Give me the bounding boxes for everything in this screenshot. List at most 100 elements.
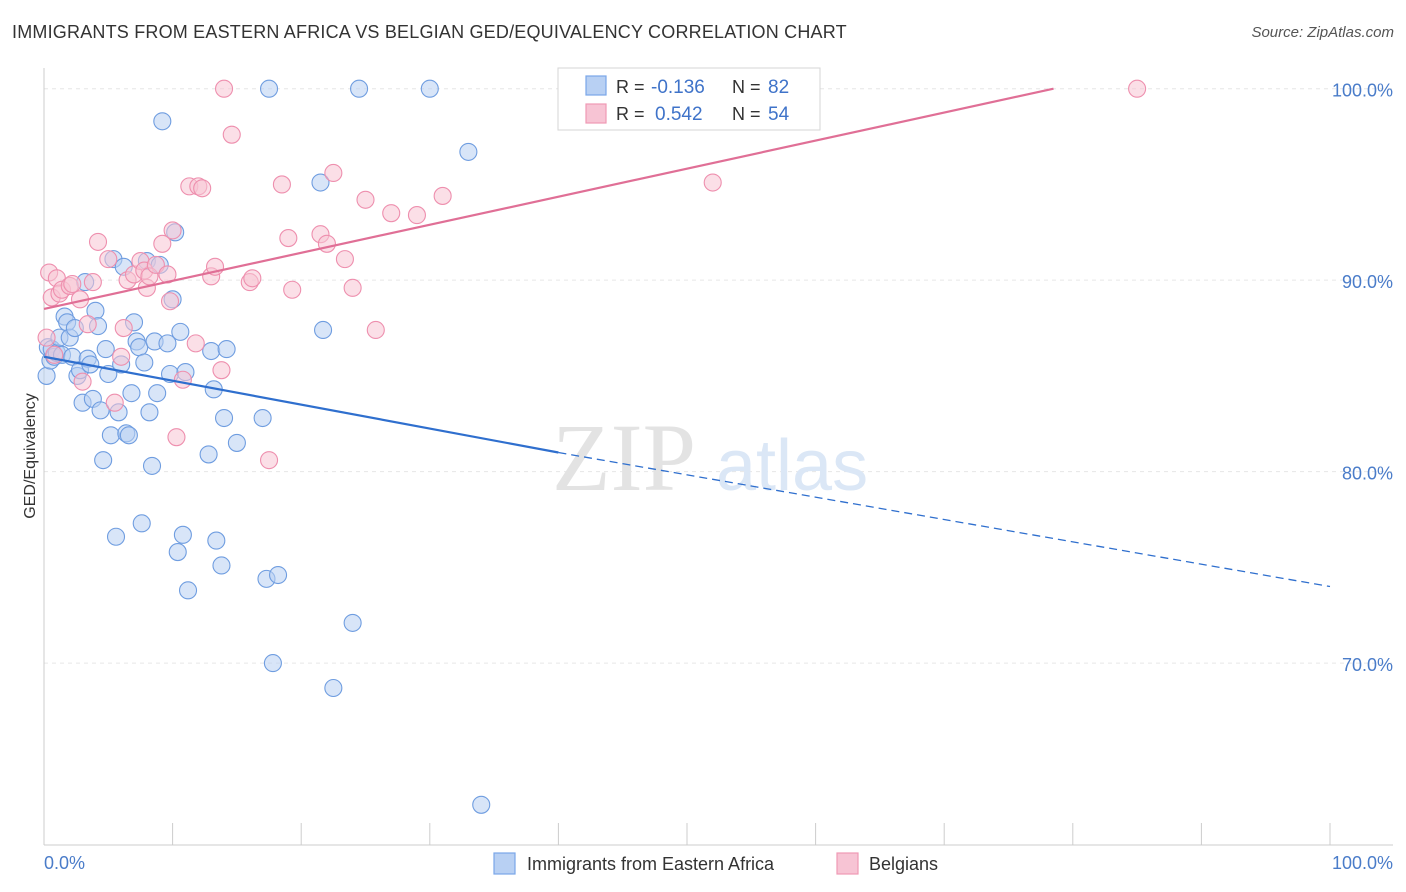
x-tick-label-min: 0.0% — [44, 853, 85, 873]
point-0-0 — [37, 366, 56, 385]
source-note: Source: ZipAtlas.com — [1251, 24, 1394, 41]
point-0-60 — [212, 556, 231, 575]
point-1-24 — [146, 255, 165, 274]
point-1-27 — [160, 292, 180, 311]
point-1-45 — [283, 280, 302, 299]
series-eastern-africa-points — [37, 79, 491, 814]
y-tick-label-1: 90.0% — [1342, 272, 1393, 292]
point-0-55 — [178, 581, 198, 600]
point-1-42 — [259, 451, 279, 470]
legend-swatch-belgians — [836, 852, 859, 875]
point-0-62 — [217, 340, 236, 359]
point-1-41 — [243, 269, 262, 288]
point-0-57 — [202, 341, 221, 361]
stats-n-label-0: N = — [732, 77, 761, 97]
point-1-30 — [173, 370, 192, 389]
watermark-atlas: atlas — [716, 426, 868, 506]
y-tick-label-0: 100.0% — [1332, 81, 1393, 101]
trend-line-eastern-africa-extension — [558, 451, 1331, 588]
point-1-28 — [163, 221, 182, 240]
point-1-25 — [153, 234, 172, 253]
point-0-34 — [122, 384, 141, 403]
point-1-11 — [78, 315, 97, 334]
point-0-52 — [171, 322, 190, 341]
point-1-38 — [214, 79, 234, 98]
stats-n-value-1: 54 — [768, 104, 790, 125]
trend-lines — [43, 87, 1331, 588]
legend-swatch-eastern-africa — [493, 852, 516, 875]
point-1-32 — [186, 334, 205, 353]
point-0-28 — [106, 527, 126, 546]
point-0-73 — [350, 79, 369, 98]
point-1-44 — [279, 229, 298, 248]
legend-label-eastern-africa: Immigrants from Eastern Africa — [527, 854, 775, 874]
point-1-43 — [272, 175, 291, 194]
point-0-51 — [168, 543, 187, 562]
point-1-16 — [112, 347, 131, 366]
series-legend: Immigrants from Eastern Africa Belgians — [493, 852, 938, 875]
point-1-17 — [114, 318, 133, 338]
point-1-14 — [99, 250, 118, 269]
point-0-70 — [314, 320, 333, 340]
point-1-39 — [222, 125, 241, 144]
point-0-64 — [253, 408, 272, 428]
point-1-52 — [366, 320, 385, 340]
point-0-56 — [199, 445, 218, 464]
point-0-71 — [324, 678, 343, 698]
point-1-12 — [83, 273, 102, 292]
x-axis-ticks — [43, 823, 1331, 845]
point-1-34 — [193, 179, 212, 198]
stats-r-label-1: R = — [616, 104, 645, 124]
point-0-37 — [130, 338, 149, 357]
point-1-51 — [356, 190, 375, 209]
legend-label-belgians: Belgians — [869, 854, 938, 874]
point-1-37 — [212, 361, 231, 380]
point-0-46 — [153, 112, 172, 131]
point-0-72 — [343, 613, 362, 632]
point-0-68 — [269, 565, 288, 585]
point-0-33 — [119, 426, 138, 445]
point-0-74 — [420, 79, 439, 98]
point-0-61 — [214, 408, 234, 428]
stats-legend: R = -0.136 N = 82 R = 0.542 N = 54 — [557, 67, 821, 131]
point-1-56 — [703, 173, 722, 192]
point-0-39 — [135, 353, 154, 372]
point-0-66 — [259, 79, 279, 98]
stats-r-value-1: 0.542 — [655, 104, 703, 125]
point-0-69 — [311, 173, 330, 192]
chart-title: IMMIGRANTS FROM EASTERN AFRICA VS BELGIA… — [12, 22, 847, 42]
gridlines — [44, 88, 1393, 664]
point-0-53 — [173, 525, 192, 544]
point-1-49 — [335, 250, 354, 269]
y-axis-label: GED/Equivalency — [22, 393, 39, 518]
point-0-44 — [148, 384, 167, 403]
point-0-75 — [459, 142, 478, 161]
point-0-47 — [158, 334, 177, 353]
point-0-41 — [140, 403, 159, 422]
point-0-76 — [472, 795, 491, 814]
point-1-47 — [317, 234, 336, 253]
point-1-0 — [37, 328, 56, 347]
point-0-23 — [94, 451, 113, 470]
point-1-50 — [343, 278, 362, 297]
point-1-57 — [1128, 79, 1147, 98]
point-0-26 — [101, 426, 120, 445]
point-1-10 — [73, 372, 92, 391]
point-1-8 — [63, 274, 82, 294]
point-0-24 — [96, 340, 115, 359]
trend-line-belgians — [43, 87, 1054, 310]
point-1-29 — [167, 428, 186, 447]
y-tick-label-2: 80.0% — [1342, 464, 1393, 484]
point-1-13 — [88, 232, 108, 251]
point-1-53 — [382, 204, 401, 223]
stats-n-value-0: 82 — [768, 77, 789, 98]
stats-swatch-pink — [585, 103, 607, 124]
stats-r-value-0: -0.136 — [651, 77, 705, 98]
stats-n-label-1: N = — [732, 104, 761, 124]
stats-r-label-0: R = — [616, 77, 645, 97]
x-tick-label-max: 100.0% — [1332, 853, 1393, 873]
point-0-63 — [227, 433, 246, 452]
watermark-zip: ZIP — [552, 404, 696, 511]
point-0-42 — [142, 456, 162, 475]
